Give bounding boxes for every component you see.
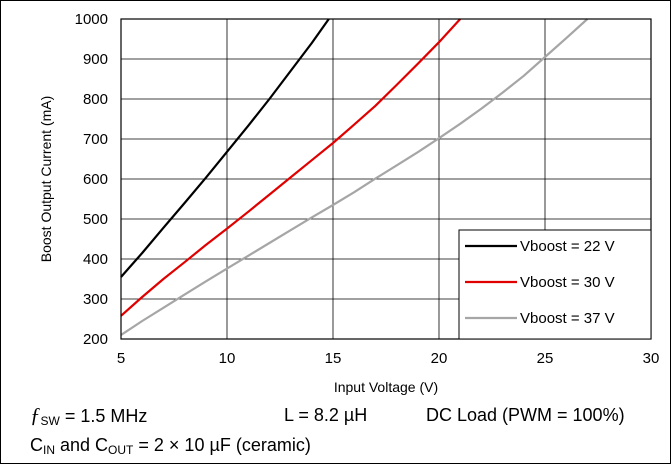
cin-c: C <box>30 435 43 455</box>
legend: Vboost = 22 V Vboost = 30 V Vboost = 37 V <box>458 229 652 340</box>
x-tick-label: 5 <box>117 350 125 367</box>
cout-subscript: OUT <box>108 443 134 457</box>
y-tick-label: 400 <box>83 251 108 268</box>
x-tick-label: 15 <box>325 350 342 367</box>
legend-label-1: Vboost = 22 V <box>520 238 615 255</box>
y-tick-label: 800 <box>83 91 108 108</box>
series-layer <box>120 18 589 336</box>
x-tick-label: 30 <box>643 350 660 367</box>
legend-label-3: Vboost = 37 V <box>520 310 615 327</box>
capacitor-note: CIN and COUT = 2 × 10 µF (ceramic) <box>30 435 311 457</box>
y-axis-label: Boost Output Current (mA) <box>38 96 54 263</box>
plot-border <box>120 18 652 340</box>
y-tick-label: 500 <box>83 211 108 228</box>
fsw-symbol: ƒ <box>30 403 41 427</box>
y-tick-labels: 200 300 400 500 600 700 800 900 1000 <box>75 11 108 348</box>
x-tick-label: 25 <box>537 350 554 367</box>
legend-box <box>458 229 652 340</box>
y-tick-label: 300 <box>83 291 108 308</box>
series-line-2 <box>120 18 462 317</box>
cin-subscript: IN <box>43 443 55 457</box>
x-tick-labels: 5 10 15 20 25 30 <box>117 350 660 367</box>
x-tick-label: 10 <box>219 350 236 367</box>
x-tick-label: 20 <box>431 350 448 367</box>
fsw-value: = 1.5 MHz <box>59 406 148 426</box>
cin-mid: and C <box>55 435 109 455</box>
legend-label-2: Vboost = 30 V <box>520 274 615 291</box>
y-tick-label: 900 <box>83 51 108 68</box>
y-tick-label: 1000 <box>75 11 108 28</box>
cap-value: = 2 × 10 µF (ceramic) <box>133 435 311 455</box>
y-tick-label: 700 <box>83 131 108 148</box>
y-tick-label: 600 <box>83 171 108 188</box>
fsw-note: ƒSW = 1.5 MHz <box>30 403 147 428</box>
series-line-3 <box>120 18 589 336</box>
load-note: DC Load (PWM = 100%) <box>426 405 625 425</box>
inductor-note: L = 8.2 µH <box>284 405 368 425</box>
y-tick-label: 200 <box>83 331 108 348</box>
series-line-1 <box>120 18 330 278</box>
fsw-subscript: SW <box>40 414 60 428</box>
x-axis-label: Input Voltage (V) <box>334 379 438 395</box>
